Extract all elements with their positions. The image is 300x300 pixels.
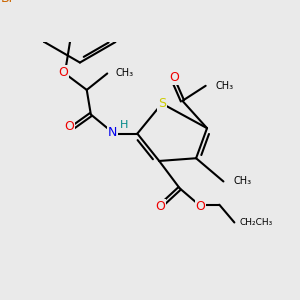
Text: CH₃: CH₃ bbox=[215, 81, 233, 91]
Text: O: O bbox=[58, 66, 68, 79]
Text: O: O bbox=[156, 200, 166, 213]
Text: S: S bbox=[158, 97, 166, 110]
Text: H: H bbox=[119, 120, 128, 130]
Text: CH₃: CH₃ bbox=[116, 68, 134, 79]
Text: O: O bbox=[195, 200, 205, 213]
Text: O: O bbox=[169, 71, 179, 84]
Text: Br: Br bbox=[1, 0, 14, 5]
Text: CH₂CH₃: CH₂CH₃ bbox=[240, 218, 273, 227]
Text: CH₃: CH₃ bbox=[233, 176, 251, 187]
Text: N: N bbox=[108, 126, 117, 139]
Text: O: O bbox=[64, 120, 74, 133]
